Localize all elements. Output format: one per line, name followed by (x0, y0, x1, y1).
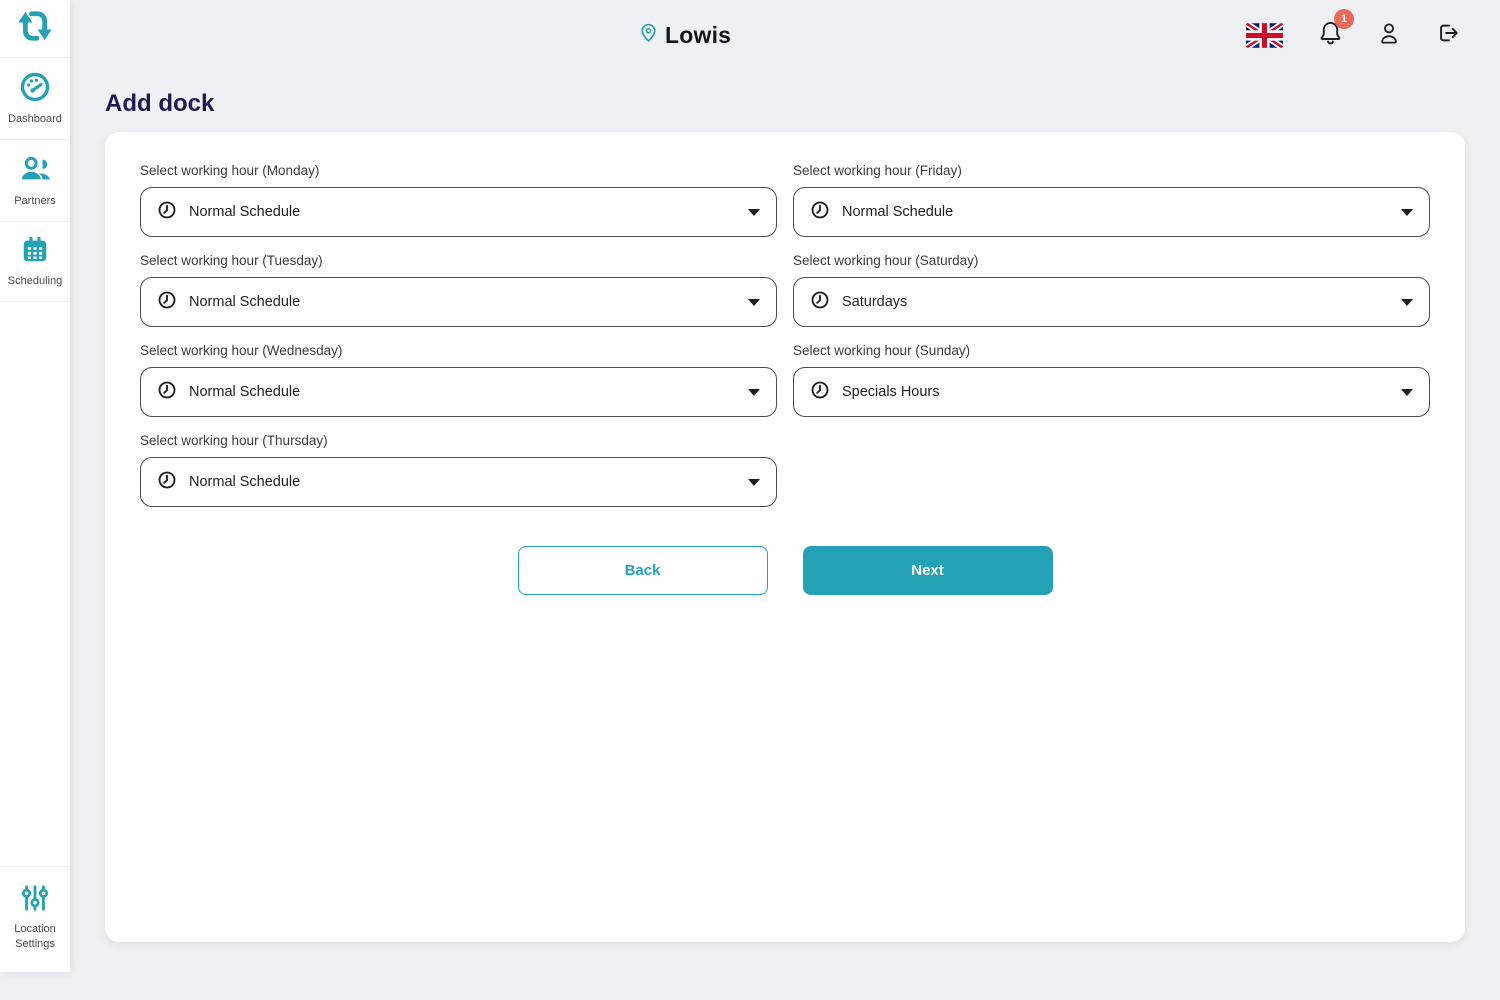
notification-badge: 1 (1334, 9, 1354, 29)
sidebar-item-dashboard[interactable]: Dashboard (0, 58, 70, 140)
clock-icon (810, 290, 830, 315)
person-icon (1378, 21, 1400, 50)
field-sunday: Select working hour (Sunday) Specials Ho… (793, 342, 1430, 417)
select-value: Normal Schedule (842, 204, 954, 220)
clock-icon (157, 200, 177, 225)
field-wednesday: Select working hour (Wednesday) Normal S… (140, 342, 777, 417)
field-saturday: Select working hour (Saturday) Saturdays (793, 252, 1430, 327)
sidebar: Dashboard Partners (0, 0, 70, 972)
language-flag-button[interactable] (1246, 22, 1283, 48)
sidebar-item-label: Scheduling (7, 274, 63, 287)
uk-flag-icon (1246, 22, 1283, 48)
working-hour-select-monday[interactable]: Normal Schedule (140, 187, 777, 237)
field-label: Select working hour (Thursday) (140, 433, 328, 448)
clock-icon (157, 290, 177, 315)
working-hour-select-tuesday[interactable]: Normal Schedule (140, 277, 777, 327)
select-value: Normal Schedule (189, 474, 301, 490)
back-button[interactable]: Back (517, 546, 768, 595)
app-logo[interactable] (0, 0, 70, 58)
chevron-down-icon (748, 298, 760, 306)
sidebar-spacer (0, 302, 70, 867)
partners-people-icon (18, 153, 52, 190)
location-title: Lowis (665, 21, 732, 48)
form-buttons-row: Back Next (140, 546, 1430, 595)
chevron-down-icon (1401, 388, 1413, 396)
sidebar-item-label: Location Settings (14, 923, 56, 951)
chevron-down-icon (748, 208, 760, 216)
working-hour-select-sunday[interactable]: Specials Hours (793, 367, 1430, 417)
location-title-wrap: Lowis (640, 0, 731, 70)
form-column-right: Select working hour (Friday) Normal Sche… (793, 162, 1430, 522)
sidebar-item-label: Dashboard (8, 113, 62, 125)
working-hour-select-saturday[interactable]: Saturdays (793, 277, 1430, 327)
notifications-button[interactable]: 1 (1319, 9, 1354, 50)
form-column-left: Select working hour (Monday) Normal Sche… (140, 162, 777, 522)
sidebar-item-location-settings[interactable]: Location Settings (0, 866, 70, 972)
select-value: Normal Schedule (189, 384, 301, 400)
chevron-down-icon (748, 388, 760, 396)
select-value: Normal Schedule (189, 294, 301, 310)
select-value: Saturdays (842, 294, 908, 310)
profile-button[interactable] (1378, 21, 1400, 50)
sidebar-item-scheduling[interactable]: Scheduling (0, 222, 70, 302)
chevron-down-icon (1401, 298, 1413, 306)
location-settings-sliders-icon (20, 883, 50, 918)
field-thursday: Select working hour (Thursday) Normal Sc… (140, 432, 777, 507)
select-value: Specials Hours (842, 384, 940, 400)
sidebar-item-partners[interactable]: Partners (0, 140, 70, 222)
chevron-down-icon (1401, 208, 1413, 216)
clock-icon (810, 380, 830, 405)
logout-button[interactable] (1436, 21, 1460, 50)
clock-icon (157, 470, 177, 495)
bell-icon (1319, 20, 1342, 50)
select-value: Normal Schedule (189, 204, 301, 220)
field-label: Select working hour (Saturday) (793, 253, 979, 268)
chevron-down-icon (748, 478, 760, 486)
clock-icon (157, 380, 177, 405)
sidebar-item-label: Partners (14, 194, 56, 207)
field-label: Select working hour (Tuesday) (140, 253, 323, 268)
logout-icon (1436, 21, 1460, 50)
scheduling-calendar-icon (20, 235, 50, 270)
top-header: Lowis (70, 0, 1500, 70)
route-arrows-logo-icon (14, 5, 56, 52)
field-label: Select working hour (Monday) (140, 163, 320, 178)
field-label: Select working hour (Sunday) (793, 343, 971, 358)
field-label: Select working hour (Wednesday) (140, 343, 343, 358)
main-content: Add dock Select working hour (Monday) No… (70, 70, 1500, 1000)
working-hour-select-friday[interactable]: Normal Schedule (793, 187, 1430, 237)
dashboard-gauge-icon (19, 71, 51, 108)
location-pin-icon (640, 23, 657, 48)
form-columns: Select working hour (Monday) Normal Sche… (140, 162, 1430, 522)
working-hour-select-wednesday[interactable]: Normal Schedule (140, 367, 777, 417)
header-actions: 1 (1246, 0, 1460, 70)
clock-icon (810, 200, 830, 225)
next-button[interactable]: Next (802, 546, 1053, 595)
page-title: Add dock (105, 90, 215, 117)
working-hour-select-thursday[interactable]: Normal Schedule (140, 457, 777, 507)
field-friday: Select working hour (Friday) Normal Sche… (793, 162, 1430, 237)
add-dock-form-card: Select working hour (Monday) Normal Sche… (105, 132, 1465, 942)
field-monday: Select working hour (Monday) Normal Sche… (140, 162, 777, 237)
field-tuesday: Select working hour (Tuesday) Normal Sch… (140, 252, 777, 327)
field-label: Select working hour (Friday) (793, 163, 962, 178)
